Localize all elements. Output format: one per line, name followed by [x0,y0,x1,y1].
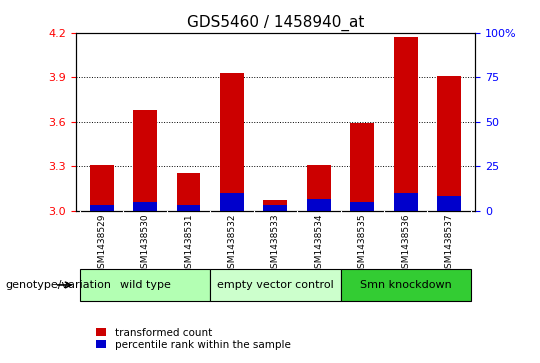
Bar [133,110,157,211]
Bar [307,199,331,211]
Text: GSM1438536: GSM1438536 [401,213,410,274]
Text: empty vector control: empty vector control [217,280,334,290]
Bar [90,205,113,211]
Text: GSM1438533: GSM1438533 [271,213,280,274]
Bar [90,164,113,211]
Text: GSM1438530: GSM1438530 [140,213,150,274]
Text: Smn knockdown: Smn knockdown [360,280,451,290]
Text: genotype/variation: genotype/variation [5,280,111,290]
Title: GDS5460 / 1458940_at: GDS5460 / 1458940_at [187,15,364,31]
Bar [177,174,200,211]
Text: GSM1438529: GSM1438529 [97,213,106,274]
Text: GSM1438532: GSM1438532 [227,213,237,274]
Bar [307,164,331,211]
Bar [341,269,471,301]
Bar [177,205,200,211]
Bar [350,202,374,211]
Bar [350,123,374,211]
Bar [220,193,244,211]
Bar [220,73,244,211]
Legend: transformed count, percentile rank within the sample: transformed count, percentile rank withi… [92,324,294,354]
Bar [394,193,417,211]
Bar [437,196,461,211]
Bar [437,76,461,211]
Text: GSM1438534: GSM1438534 [314,213,323,274]
Bar [394,37,417,211]
Text: GSM1438537: GSM1438537 [444,213,454,274]
Text: wild type: wild type [120,280,171,290]
Text: GSM1438531: GSM1438531 [184,213,193,274]
Bar [264,205,287,211]
Bar [210,269,341,301]
Bar [133,202,157,211]
Text: GSM1438535: GSM1438535 [358,213,367,274]
Bar [264,200,287,211]
Bar [80,269,210,301]
